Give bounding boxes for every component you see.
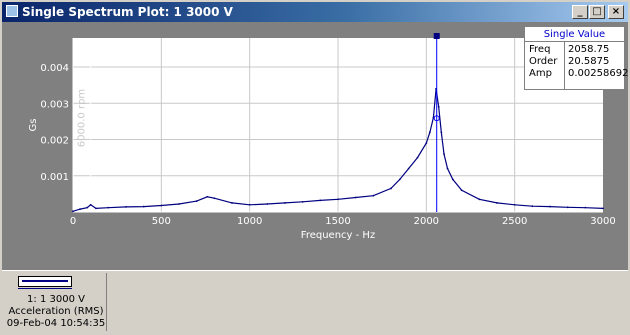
spectrum-point-42	[584, 206, 587, 209]
single-value-divider	[564, 42, 565, 89]
y-axis-title: Gs	[28, 119, 39, 132]
x-tick-label-1: 500	[152, 216, 171, 227]
x-tick-label-3: 1500	[325, 216, 350, 227]
app-icon[interactable]	[6, 5, 18, 17]
spectrum-point-24	[407, 167, 410, 170]
trace-swatch-underline	[18, 288, 72, 289]
spectrum-point-43	[602, 207, 604, 210]
window-title: Single Spectrum Plot: 1 3000 V	[22, 5, 233, 19]
close-button[interactable]: ×	[608, 5, 624, 19]
spectrum-point-25	[416, 156, 419, 159]
legend-channel: 1: 1 3000 V	[27, 294, 85, 305]
spectrum-point-37	[496, 202, 498, 204]
amp-value: 0.00258692	[568, 68, 629, 79]
y-tick-label-1: 0.002	[40, 136, 69, 147]
x-tick-label-4: 2000	[414, 216, 439, 227]
spectrum-point-19	[337, 198, 339, 201]
x-tick-label-0: 0	[70, 216, 76, 227]
spectrum-point-31	[440, 131, 443, 134]
order-value: 20.5875	[568, 56, 610, 67]
spectrum-point-39	[531, 205, 534, 208]
legend-measurement: Acceleration (RMS)	[8, 306, 104, 317]
spectrum-point-26	[425, 142, 428, 145]
spectrum-point-14	[248, 203, 251, 206]
spectrum-point-17	[301, 200, 304, 203]
single-value-row-amp: Amp 0.00258692	[525, 68, 628, 79]
spectrum-point-30	[437, 105, 440, 108]
spectrum-point-1	[79, 208, 81, 211]
trace-swatch-line	[22, 280, 68, 282]
order-label: Order	[529, 56, 558, 67]
legend-timestamp: 09-Feb-04 10:54:35	[6, 318, 106, 329]
frequency-cursor-handle	[433, 33, 440, 39]
spectrum-trace	[72, 88, 604, 212]
spectrum-point-35	[460, 189, 463, 192]
single-value-row-freq: Freq 2058.75	[525, 44, 624, 55]
spectrum-point-8	[160, 204, 163, 207]
spectrum-point-20	[354, 196, 357, 199]
single-value-panel: Single Value Freq 2058.75 Order 20.5875 …	[524, 26, 628, 90]
freq-value: 2058.75	[568, 44, 610, 55]
spectrum-point-10	[195, 200, 198, 203]
x-tick-label-2: 1000	[237, 216, 262, 227]
spectrum-chart[interactable]: 0 500 1000 1500 2000 2500 3000 0.001 0.002 0.003 0…	[2, 22, 628, 270]
x-tick-label-5: 2500	[502, 216, 527, 227]
spectrum-point-23	[398, 178, 401, 181]
plot-area: 0 500 1000 1500 2000 2500 3000 0.001 0.002 0.003 0…	[2, 22, 628, 270]
maximize-button[interactable]: □	[589, 5, 605, 19]
single-value-row-order: Order 20.5875	[525, 56, 624, 67]
spectrum-point-18	[319, 199, 322, 202]
spectrum-point-27	[428, 131, 431, 134]
spectrum-point-15	[266, 203, 269, 205]
legend-panel[interactable]: 1: 1 3000 V Acceleration (RMS) 09-Feb-04…	[6, 273, 107, 331]
spectrum-point-3	[89, 203, 92, 206]
spectrum-point-22	[390, 187, 392, 190]
y-tick-label-3: 0.004	[40, 63, 69, 74]
legend-strip: 1: 1 3000 V Acceleration (RMS) 09-Feb-04…	[2, 270, 628, 334]
trace-swatch[interactable]	[18, 276, 72, 287]
y-tick-label-0: 0.001	[40, 172, 69, 183]
spectrum-point-36	[478, 198, 481, 201]
minimize-button[interactable]: _	[572, 5, 588, 19]
spectrum-point-33	[446, 167, 449, 170]
spectrum-point-41	[566, 206, 569, 209]
spectrum-point-9	[178, 203, 180, 205]
spectrum-point-5	[107, 206, 110, 209]
spectrum-point-0	[72, 210, 74, 213]
spectrum-point-2	[86, 206, 89, 209]
amp-label: Amp	[529, 68, 552, 79]
spectrum-point-11	[206, 195, 209, 198]
spectrum-point-38	[513, 203, 516, 206]
spectrum-point-16	[284, 202, 286, 204]
x-tick-label-6: 3000	[590, 216, 615, 227]
spectrum-point-13	[231, 202, 233, 204]
spectrum-point-4	[95, 207, 97, 210]
x-axis-title: Frequency - Hz	[301, 230, 375, 241]
rpm-marker-label: 6000.0 rpm	[77, 89, 88, 147]
single-value-title: Single Value	[525, 27, 624, 42]
freq-label: Freq	[529, 44, 551, 55]
spectrum-point-21	[372, 194, 375, 197]
spectrum-point-12	[213, 197, 216, 200]
frequency-cursor-point	[433, 115, 440, 122]
spectrum-point-6	[125, 206, 127, 208]
spectrum-point-40	[549, 205, 551, 208]
spectrum-point-7	[142, 205, 145, 208]
title-bar[interactable]: Single Spectrum Plot: 1 3000 V _ □ ×	[2, 2, 628, 22]
spectrum-point-32	[443, 153, 445, 155]
y-tick-label-2: 0.003	[40, 99, 69, 110]
spectrum-point-34	[451, 178, 454, 181]
